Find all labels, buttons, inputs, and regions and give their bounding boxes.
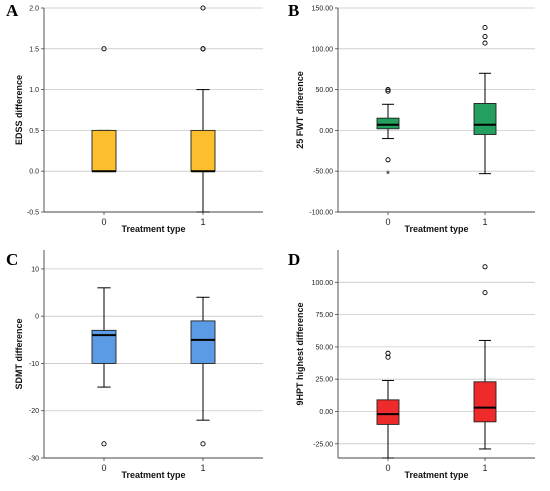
y-tick-label: -30: [29, 456, 39, 463]
y-tick-label: 0: [35, 314, 39, 321]
x-axis-label: Treatment type: [404, 470, 468, 480]
box-0: *: [376, 87, 400, 181]
outlier-point: [482, 40, 488, 46]
x-axis-label: Treatment type: [121, 470, 185, 480]
box-iqr: [376, 399, 400, 425]
y-tick-label: -20: [29, 408, 39, 415]
y-tick-label: -0.5: [27, 210, 39, 217]
x-tick-label: 0: [101, 463, 106, 473]
panel-letter: C: [6, 250, 18, 269]
y-axis-label: 9HPT highest difference: [295, 302, 305, 405]
outlier-point: [482, 290, 488, 296]
outlier-point: [482, 25, 488, 31]
y-axis-label: EDSS difference: [14, 75, 24, 145]
outlier-point: [101, 46, 107, 52]
x-tick-label: 1: [482, 217, 487, 227]
y-tick-label: 2.0: [29, 6, 39, 13]
outlier-point: [482, 264, 488, 270]
y-tick-label: 150.00: [312, 6, 334, 13]
y-tick-label: 0.00: [319, 409, 333, 416]
box-iqr: [190, 320, 216, 364]
y-tick-label: -100.00: [309, 210, 333, 217]
y-tick-label: -25.00: [313, 441, 333, 448]
box-iqr: [190, 129, 216, 172]
outlier-point: [385, 88, 391, 94]
outlier-point: [482, 34, 488, 40]
outlier-point: [200, 5, 206, 11]
y-tick-label: 50.00: [315, 87, 333, 94]
box-iqr: [473, 381, 497, 423]
y-tick-label: -10: [29, 361, 39, 368]
panel-letter: A: [6, 1, 19, 20]
panel-d: D -25.00 0.00 25.00 50.00 75.00 100.00 0 1 Treatm…: [288, 250, 535, 480]
panel-a: A -0.5 0.0 0.5 1.0 1.5 2.0 0 1 Treatment type EDSS…: [6, 1, 263, 234]
y-axis-label: SDMT difference: [14, 318, 24, 389]
x-axis-label: Treatment type: [404, 224, 468, 234]
panel-letter: B: [288, 1, 299, 20]
y-tick-label: 75.00: [315, 312, 333, 319]
box-iqr: [91, 129, 117, 172]
y-tick-label: 0.0: [29, 169, 39, 176]
outlier-point: [385, 157, 391, 163]
panel-b: B -100.00 -50.00 0.00 50.00 100.00 150.00 0 1 Tre…: [288, 1, 535, 234]
box-iqr: [473, 103, 497, 135]
box-1: [190, 5, 216, 213]
outlier-point: [385, 87, 391, 93]
y-tick-label: 1.0: [29, 87, 39, 94]
x-tick-label: 0: [385, 463, 390, 473]
outlier-point: [200, 46, 206, 52]
y-tick-label: 10: [31, 266, 39, 273]
outlier-point: [385, 350, 391, 356]
x-axis-label: Treatment type: [121, 224, 185, 234]
y-axis-label: 25 FWT difference: [295, 71, 305, 149]
y-tick-label: 100.00: [312, 280, 334, 287]
y-tick-label: 0.00: [319, 128, 333, 135]
y-tick-label: 1.5: [29, 46, 39, 53]
outlier-point: [101, 441, 107, 447]
box-1: [473, 25, 497, 175]
y-tick-label: 50.00: [315, 344, 333, 351]
x-tick-label: 0: [101, 217, 106, 227]
x-tick-label: 1: [482, 463, 487, 473]
box-0: [91, 46, 117, 173]
y-tick-label: 100.00: [312, 46, 334, 53]
extreme-point: *: [386, 170, 390, 181]
x-tick-label: 1: [200, 217, 205, 227]
box-1: [473, 264, 497, 450]
x-tick-label: 1: [200, 463, 205, 473]
y-tick-label: -50.00: [313, 169, 333, 176]
y-tick-label: 25.00: [315, 377, 333, 384]
box-iqr: [376, 117, 400, 130]
panel-letter: D: [288, 250, 300, 269]
outlier-point: [200, 441, 206, 447]
y-tick-label: 0.5: [29, 128, 39, 135]
box-0: [91, 287, 117, 447]
box-1: [190, 296, 216, 447]
panel-c: C -30 -20 -10 0 10 0 1 Treatment type SDMT differ…: [6, 250, 263, 480]
x-tick-label: 0: [385, 217, 390, 227]
box-0: [376, 350, 400, 459]
